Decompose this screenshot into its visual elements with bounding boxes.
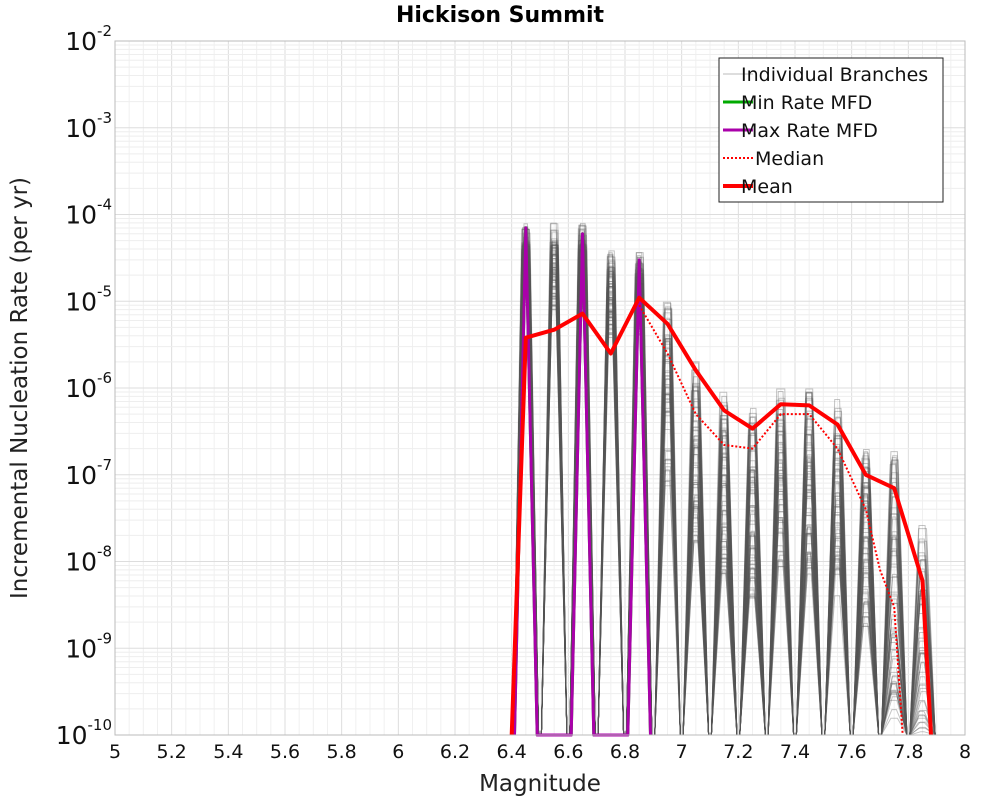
branch-line	[512, 222, 936, 736]
chart-title: Hickison Summit	[396, 3, 605, 28]
branch-line	[512, 267, 936, 736]
y-tick-label: 10-5	[65, 282, 112, 316]
x-tick-label: 8	[959, 741, 971, 763]
branch-line	[512, 249, 936, 736]
branch-line	[512, 267, 936, 736]
y-tick-label: 10-4	[65, 196, 112, 230]
individual-branches	[512, 222, 936, 736]
series-line-median	[638, 304, 904, 736]
branch-line	[512, 230, 936, 736]
x-tick-label: 7	[676, 741, 688, 763]
x-tick-label: 7.4	[780, 741, 810, 763]
series-line-max-rate-mfd	[513, 226, 652, 737]
legend: Individual Branches Min Rate MFD Max Rate …	[718, 57, 944, 203]
legend-box	[718, 57, 944, 203]
x-tick-label: 5	[109, 741, 121, 763]
branch-line	[512, 246, 936, 736]
legend-label: Mean	[741, 176, 793, 198]
x-tick-label: 5.6	[270, 741, 300, 763]
x-tick-label: 6.4	[497, 741, 527, 763]
series-layer	[509, 226, 933, 737]
plot-area-frame	[114, 40, 966, 736]
x-tick-label: 6	[392, 741, 404, 763]
branch-line	[512, 245, 936, 736]
legend-label: Max Rate MFD	[741, 120, 878, 142]
x-tick-label: 7.8	[893, 741, 923, 763]
x-tick-label: 6.8	[610, 741, 640, 763]
x-tick-label: 6.2	[440, 741, 470, 763]
x-tick-labels: 5 5.2 5.4 5.6 5.8 6 6.2 6.4 6.6 6.8 7 7.2 7.4 7.6 7.8 8	[109, 741, 971, 763]
y-tick-label: 10-10	[56, 716, 112, 750]
branch-line	[512, 269, 936, 736]
y-tick-label: 10-6	[65, 369, 112, 403]
y-tick-label: 10-7	[65, 456, 112, 490]
y-tick-label: 10-2	[65, 22, 112, 56]
branch-line	[512, 224, 936, 736]
branch-line	[512, 228, 936, 736]
branch-line	[512, 249, 936, 736]
legend-label: Min Rate MFD	[741, 92, 872, 114]
grid	[114, 41, 966, 736]
branch-line	[512, 253, 936, 736]
series-line-mean	[509, 295, 933, 736]
branch-line	[512, 238, 936, 736]
legend-label: Median	[755, 148, 824, 170]
x-tick-label: 6.6	[553, 741, 583, 763]
legend-label: Individual Branches	[741, 64, 928, 86]
x-tick-label: 7.6	[837, 741, 867, 763]
branch-line	[512, 224, 936, 736]
branch-line	[512, 263, 936, 736]
branch-line	[512, 267, 936, 736]
y-tick-label: 10-3	[65, 109, 112, 143]
branch-line	[512, 236, 936, 736]
branch-line	[512, 255, 936, 736]
y-tick-label: 10-9	[65, 629, 112, 663]
x-tick-label: 7.2	[723, 741, 753, 763]
x-tick-label: 5.8	[327, 741, 357, 763]
x-tick-label: 5.2	[157, 741, 187, 763]
y-axis-label: Incremental Nucleation Rate (per yr)	[7, 177, 33, 599]
x-tick-label: 5.4	[213, 741, 243, 763]
y-tick-labels: 10-2 10-3 10-4 10-5 10-6 10-7 10-8 10-9 10-10	[56, 22, 112, 750]
y-tick-label: 10-8	[65, 543, 112, 577]
branch-line	[512, 225, 936, 736]
x-axis-label: Magnitude	[479, 771, 601, 797]
branch-line	[512, 263, 936, 736]
